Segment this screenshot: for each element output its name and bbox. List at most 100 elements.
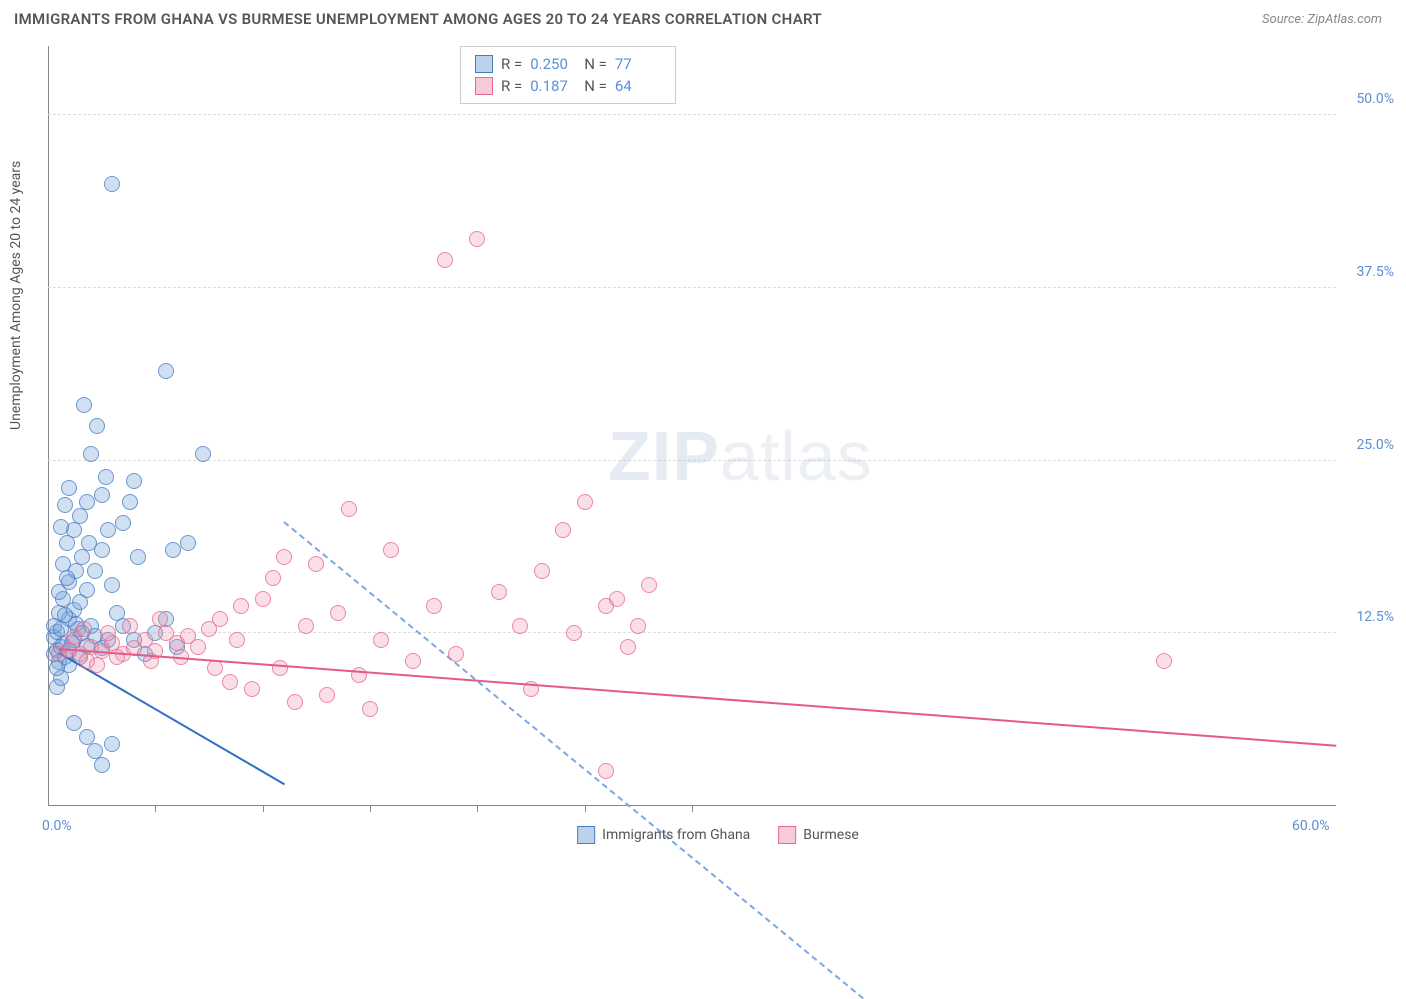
swatch-blue bbox=[577, 826, 595, 844]
x-tick-label: 0.0% bbox=[42, 818, 72, 834]
data-point bbox=[49, 660, 65, 676]
data-point bbox=[577, 494, 593, 510]
data-point bbox=[76, 621, 92, 637]
data-point bbox=[79, 494, 95, 510]
data-point bbox=[98, 469, 114, 485]
trend-line bbox=[59, 648, 1336, 747]
x-tick bbox=[692, 806, 693, 812]
data-point bbox=[51, 584, 67, 600]
x-tick bbox=[263, 806, 264, 812]
data-point bbox=[122, 494, 138, 510]
data-point bbox=[57, 607, 73, 623]
data-point bbox=[53, 519, 69, 535]
data-point bbox=[330, 605, 346, 621]
data-point bbox=[61, 480, 77, 496]
data-point bbox=[287, 694, 303, 710]
data-point bbox=[233, 598, 249, 614]
scatter-chart: 12.5%25.0%37.5%50.0%0.0%60.0% ZIPatlas R… bbox=[48, 46, 1388, 816]
x-tick bbox=[370, 806, 371, 812]
data-point bbox=[272, 660, 288, 676]
data-point bbox=[94, 542, 110, 558]
data-point bbox=[362, 701, 378, 717]
plot-area: 12.5%25.0%37.5%50.0%0.0%60.0% bbox=[48, 46, 1336, 806]
y-tick-label: 50.0% bbox=[1356, 91, 1394, 107]
stats-legend-box: R = 0.250 N = 77 R = 0.187 N = 64 bbox=[460, 46, 676, 104]
data-point bbox=[298, 618, 314, 634]
data-point bbox=[383, 542, 399, 558]
data-point bbox=[94, 487, 110, 503]
stats-row-burmese: R = 0.187 N = 64 bbox=[475, 75, 661, 97]
y-tick-label: 12.5% bbox=[1356, 609, 1394, 625]
data-point bbox=[104, 577, 120, 593]
data-point bbox=[609, 591, 625, 607]
legend-item-burmese: Burmese bbox=[778, 826, 859, 844]
x-tick bbox=[155, 806, 156, 812]
data-point bbox=[1156, 653, 1172, 669]
gridline bbox=[48, 114, 1336, 115]
source-attribution: Source: ZipAtlas.com bbox=[1262, 12, 1382, 27]
data-point bbox=[373, 632, 389, 648]
bottom-legend: Immigrants from Ghana Burmese bbox=[577, 826, 859, 844]
data-point bbox=[100, 522, 116, 538]
data-point bbox=[405, 653, 421, 669]
data-point bbox=[222, 674, 238, 690]
data-point bbox=[276, 549, 292, 565]
data-point bbox=[308, 556, 324, 572]
data-point bbox=[79, 582, 95, 598]
data-point bbox=[87, 563, 103, 579]
data-point bbox=[534, 563, 550, 579]
data-point bbox=[255, 591, 271, 607]
header: IMMIGRANTS FROM GHANA VS BURMESE UNEMPLO… bbox=[0, 0, 1406, 34]
data-point bbox=[89, 418, 105, 434]
gridline bbox=[48, 287, 1336, 288]
data-point bbox=[437, 252, 453, 268]
swatch-pink bbox=[475, 77, 493, 95]
data-point bbox=[66, 715, 82, 731]
x-tick bbox=[585, 806, 586, 812]
y-axis-line bbox=[48, 46, 49, 806]
data-point bbox=[212, 611, 228, 627]
data-point bbox=[126, 473, 142, 489]
y-tick-label: 37.5% bbox=[1356, 264, 1394, 280]
data-point bbox=[59, 535, 75, 551]
data-point bbox=[426, 598, 442, 614]
data-point bbox=[72, 508, 88, 524]
data-point bbox=[74, 549, 90, 565]
x-tick-label: 60.0% bbox=[1292, 818, 1330, 834]
y-tick-label: 25.0% bbox=[1356, 437, 1394, 453]
data-point bbox=[180, 535, 196, 551]
x-tick bbox=[477, 806, 478, 812]
data-point bbox=[265, 570, 281, 586]
data-point bbox=[115, 515, 131, 531]
data-point bbox=[512, 618, 528, 634]
data-point bbox=[229, 632, 245, 648]
legend-item-ghana: Immigrants from Ghana bbox=[577, 826, 750, 844]
chart-title: IMMIGRANTS FROM GHANA VS BURMESE UNEMPLO… bbox=[14, 10, 822, 28]
data-point bbox=[448, 646, 464, 662]
data-point bbox=[491, 584, 507, 600]
data-point bbox=[104, 736, 120, 752]
stats-row-ghana: R = 0.250 N = 77 bbox=[475, 53, 661, 75]
data-point bbox=[55, 556, 71, 572]
data-point bbox=[195, 446, 211, 462]
data-point bbox=[83, 446, 99, 462]
trend-line bbox=[283, 521, 864, 999]
data-point bbox=[630, 618, 646, 634]
data-point bbox=[351, 667, 367, 683]
data-point bbox=[76, 397, 92, 413]
data-point bbox=[641, 577, 657, 593]
data-point bbox=[244, 681, 260, 697]
data-point bbox=[57, 497, 73, 513]
trend-line bbox=[58, 652, 284, 785]
data-point bbox=[158, 363, 174, 379]
data-point bbox=[130, 549, 146, 565]
data-point bbox=[190, 639, 206, 655]
data-point bbox=[122, 618, 138, 634]
gridline bbox=[48, 460, 1336, 461]
y-axis-label: Unemployment Among Ages 20 to 24 years bbox=[8, 161, 24, 430]
data-point bbox=[341, 501, 357, 517]
swatch-pink bbox=[778, 826, 796, 844]
data-point bbox=[89, 657, 105, 673]
swatch-blue bbox=[475, 55, 493, 73]
data-point bbox=[555, 522, 571, 538]
